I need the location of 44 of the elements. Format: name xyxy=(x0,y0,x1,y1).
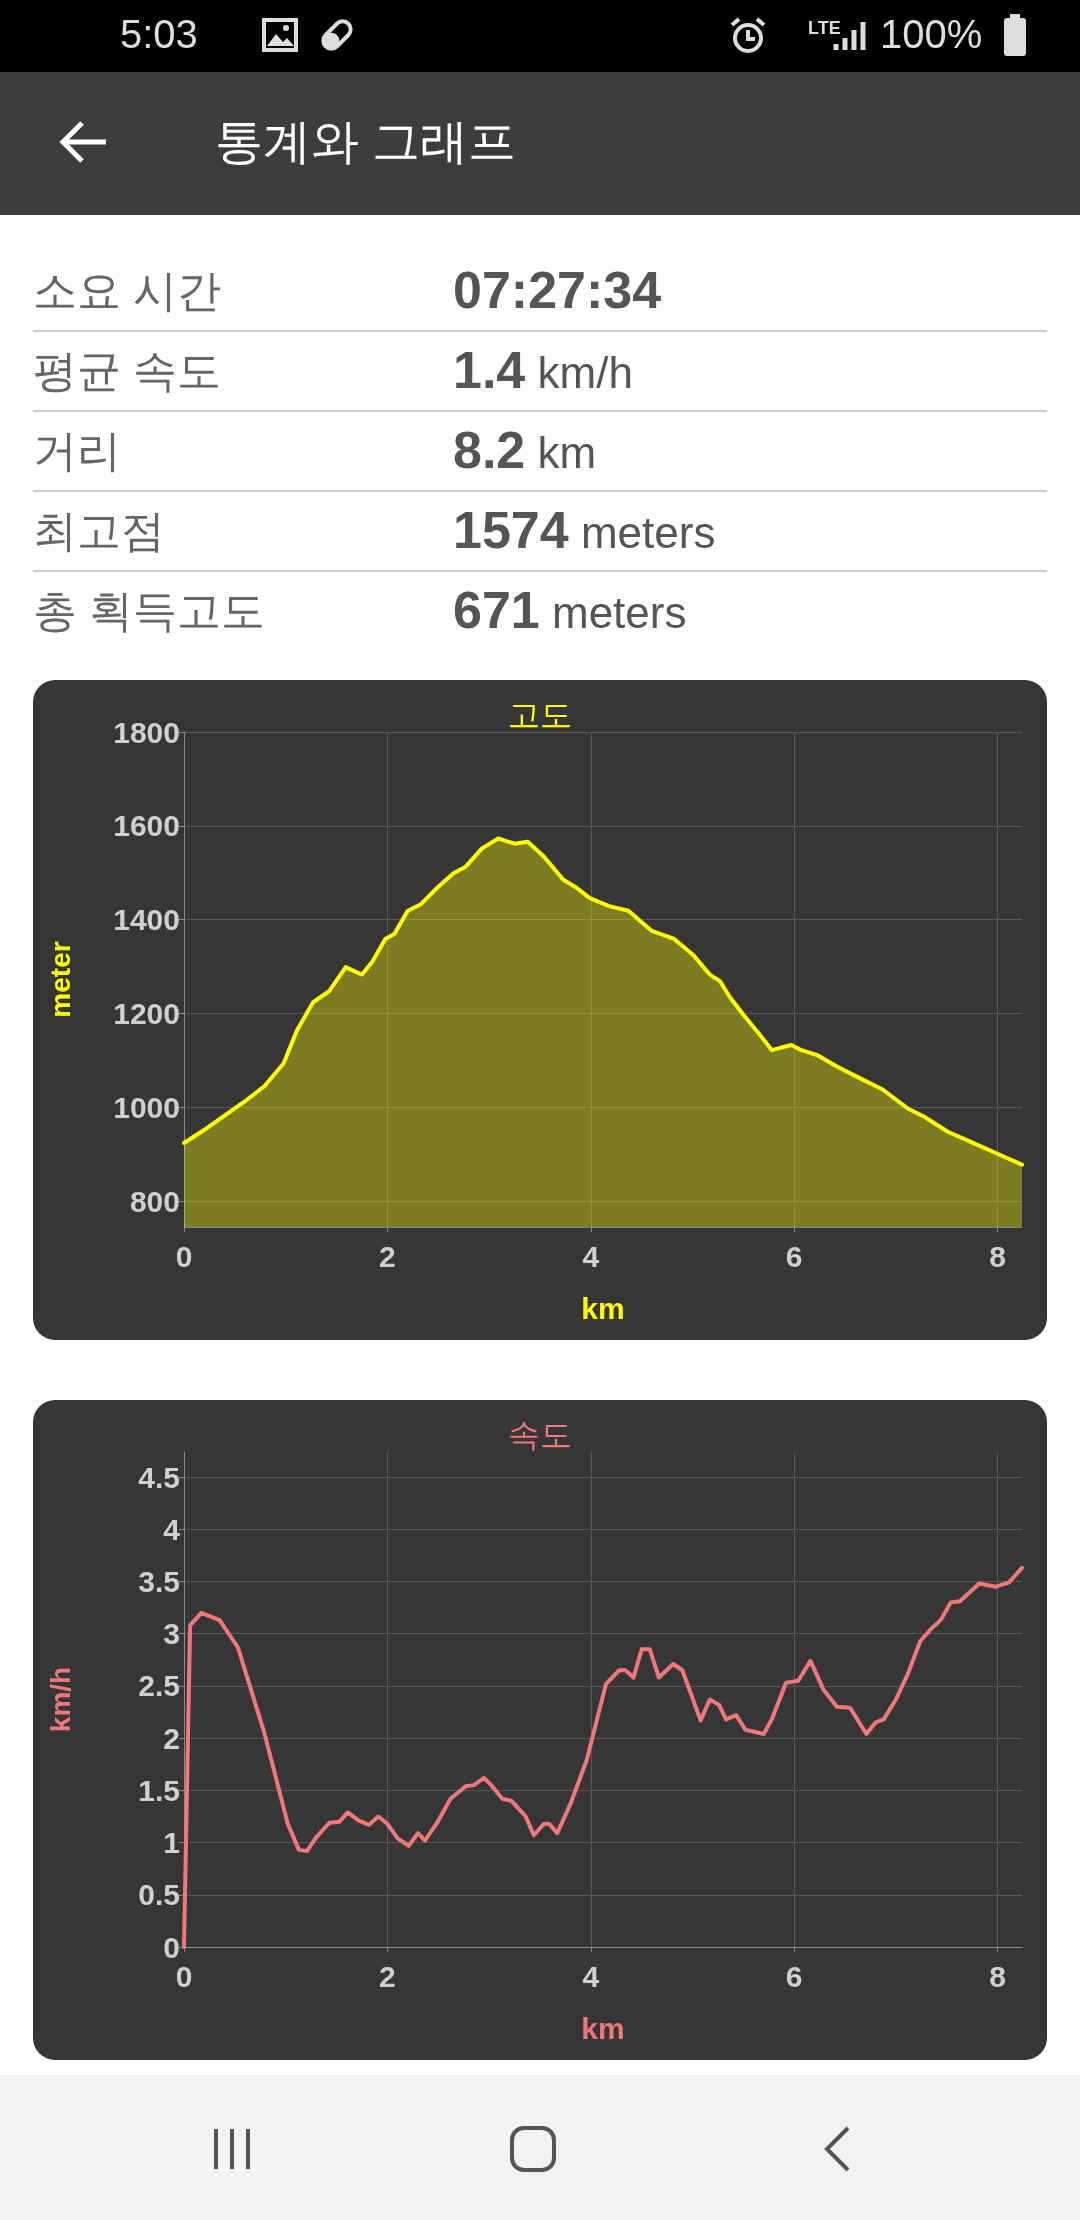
text: 100% xyxy=(880,12,983,57)
x-axis-title: km xyxy=(581,2011,625,2045)
text: 소요 시간 xyxy=(33,265,222,317)
x-axis-title: km xyxy=(581,1291,625,1325)
x-tick-label: 2 xyxy=(379,1239,396,1273)
x-tick-label: 8 xyxy=(989,1239,1006,1273)
text: 최고점 xyxy=(33,505,165,557)
y-tick-label: 1000 xyxy=(113,1090,180,1124)
y-tick-label: 2.5 xyxy=(138,1669,180,1703)
x-tick-label: 6 xyxy=(785,1239,803,1273)
y-axis-title: km/h xyxy=(44,1666,76,1733)
text: 총 획득고도 xyxy=(33,585,266,637)
y-axis-title: meter xyxy=(44,941,76,1018)
y-tick-label: 4.5 xyxy=(138,1460,180,1494)
x-tick-label: 8 xyxy=(989,1959,1006,1993)
text: 5:03 xyxy=(120,12,198,57)
chart-title: 고도 xyxy=(508,697,572,733)
x-tick-label: 6 xyxy=(785,1959,803,1993)
y-tick-label: 0.5 xyxy=(138,1878,180,1912)
text: 8.2 km xyxy=(453,420,597,480)
y-tick-label: 3 xyxy=(163,1617,180,1651)
text: 1.4 km/h xyxy=(453,340,633,400)
text: LTE xyxy=(808,18,841,39)
y-tick-label: 1400 xyxy=(113,903,180,937)
text: 07:27:34 xyxy=(453,261,662,319)
y-tick-label: 4 xyxy=(163,1512,181,1546)
chart-title: 속도 xyxy=(508,1417,572,1453)
y-tick-label: 3.5 xyxy=(138,1564,180,1598)
y-tick-label: 2 xyxy=(163,1721,180,1755)
text: 통계와 그래프 xyxy=(215,114,517,170)
text: 평균 속도 xyxy=(33,345,222,397)
y-tick-label: 800 xyxy=(129,1184,180,1218)
x-tick-label: 4 xyxy=(582,1239,600,1273)
text: 1574 meters xyxy=(453,500,716,560)
y-tick-label: 1600 xyxy=(113,809,180,843)
text: 671 meters xyxy=(453,580,687,640)
x-tick-label: 2 xyxy=(379,1959,396,1993)
y-tick-label: 1 xyxy=(163,1826,180,1860)
y-tick-label: 0 xyxy=(163,1930,180,1964)
y-tick-label: 1.5 xyxy=(138,1773,180,1807)
x-tick-label: 4 xyxy=(582,1959,600,1993)
y-tick-label: 1200 xyxy=(113,997,180,1031)
y-tick-label: 1800 xyxy=(113,715,180,749)
text: 거리 xyxy=(33,425,121,477)
